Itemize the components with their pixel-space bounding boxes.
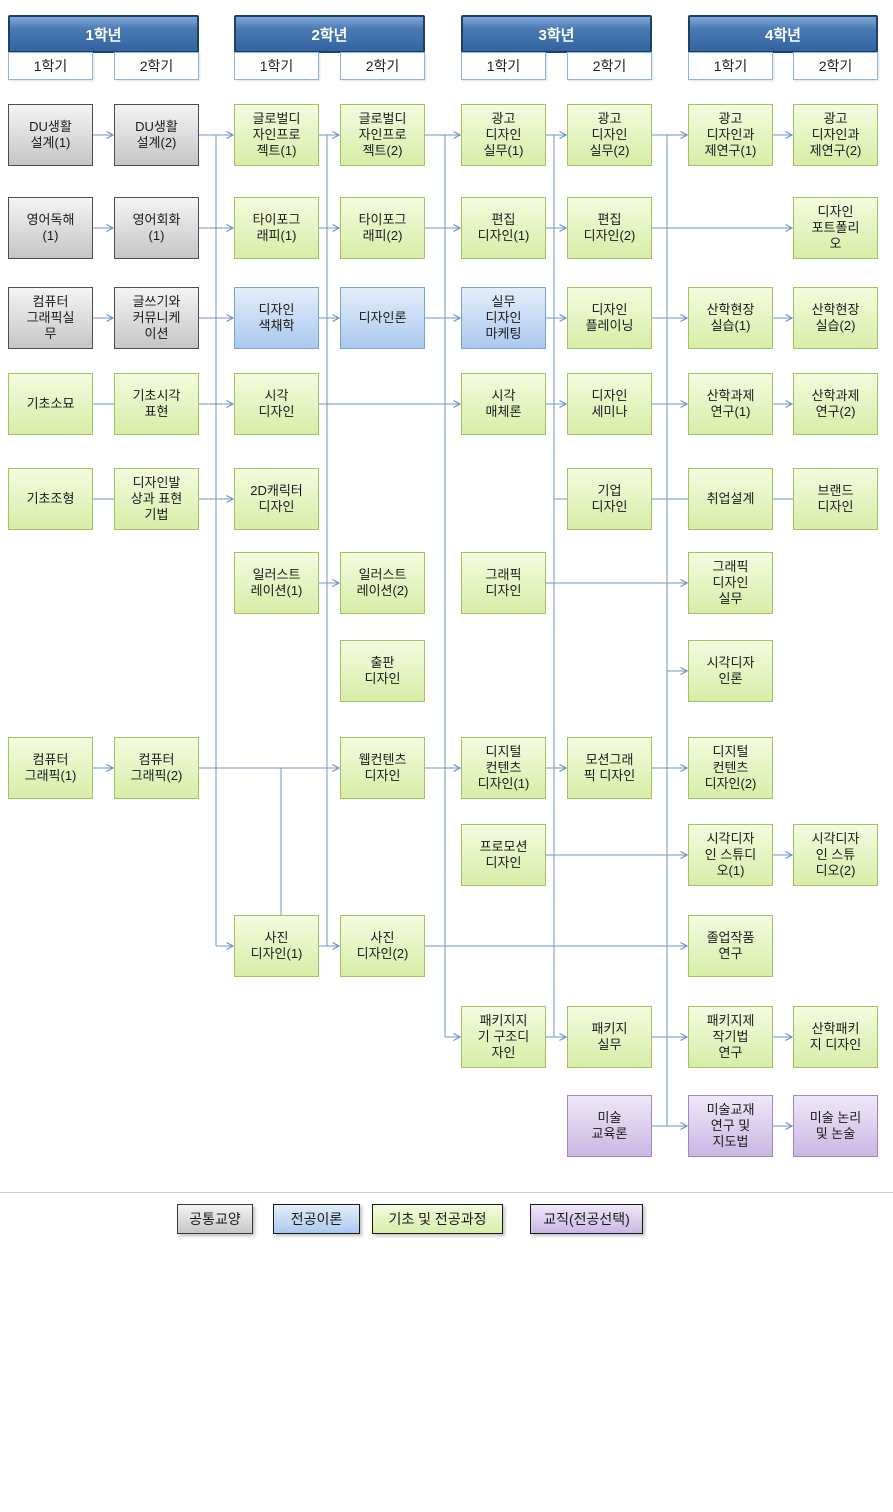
course-box: 편집 디자인(1) bbox=[461, 197, 546, 259]
course-box: 영어독해 (1) bbox=[8, 197, 93, 259]
year-4-semester-1-tab: 1학기 bbox=[688, 52, 773, 80]
course-box: DU생활 설계(2) bbox=[114, 104, 199, 166]
course-box: 산학과제 연구(1) bbox=[688, 373, 773, 435]
course-box: 글로벌디 자인프로 젝트(2) bbox=[340, 104, 425, 166]
course-box: 출판 디자인 bbox=[340, 640, 425, 702]
legend-item-major: 기초 및 전공과정 bbox=[372, 1204, 503, 1234]
course-box: 실무 디자인 마케팅 bbox=[461, 287, 546, 349]
course-box: 기업 디자인 bbox=[567, 468, 652, 530]
course-box: 일러스트 레이션(2) bbox=[340, 552, 425, 614]
course-box: 타이포그 래피(2) bbox=[340, 197, 425, 259]
course-box: 취업설계 bbox=[688, 468, 773, 530]
year-group-4: 4학년 1학기 2학기 bbox=[688, 15, 878, 81]
legend-item-teaching: 교직(전공선택) bbox=[530, 1204, 643, 1234]
year-3-semester-2-tab: 2학기 bbox=[567, 52, 652, 80]
course-box: 디지털 컨텐츠 디자인(1) bbox=[461, 737, 546, 799]
course-box: 사진 디자인(1) bbox=[234, 915, 319, 977]
course-box: 프로모션 디자인 bbox=[461, 824, 546, 886]
year-2-semester-1-tab: 1학기 bbox=[234, 52, 319, 80]
course-box: 디자인 세미나 bbox=[567, 373, 652, 435]
legend-item-general: 공통교양 bbox=[177, 1204, 253, 1234]
legend-item-theory: 전공이론 bbox=[273, 1204, 360, 1234]
year-1-header: 1학년 bbox=[8, 15, 199, 53]
year-3-header: 3학년 bbox=[461, 15, 652, 53]
year-group-1: 1학년 1학기 2학기 bbox=[8, 15, 199, 81]
course-box: 그래픽 디자인 실무 bbox=[688, 552, 773, 614]
course-box: 광고 디자인 실무(2) bbox=[567, 104, 652, 166]
year-2-header: 2학년 bbox=[234, 15, 425, 53]
course-box: 글쓰기와 커뮤니케 이션 bbox=[114, 287, 199, 349]
course-box: 타이포그 래피(1) bbox=[234, 197, 319, 259]
course-box: 미술 논리 및 논술 bbox=[793, 1095, 878, 1157]
course-box: 산학패키 지 디자인 bbox=[793, 1006, 878, 1068]
course-box: 기초조형 bbox=[8, 468, 93, 530]
course-box: 패키지제 작기법 연구 bbox=[688, 1006, 773, 1068]
year-group-3: 3학년 1학기 2학기 bbox=[461, 15, 652, 81]
year-4-semester-2-tab: 2학기 bbox=[793, 52, 878, 80]
year-2-semester-2-tab: 2학기 bbox=[340, 52, 425, 80]
course-box: 패키지지 기 구조디 자인 bbox=[461, 1006, 546, 1068]
course-box: 시각 매체론 bbox=[461, 373, 546, 435]
course-box: 컴퓨터 그래픽(1) bbox=[8, 737, 93, 799]
year-4-header: 4학년 bbox=[688, 15, 878, 53]
course-box: 광고 디자인 실무(1) bbox=[461, 104, 546, 166]
year-1-semester-1-tab: 1학기 bbox=[8, 52, 93, 80]
course-box: 시각디자 인 스튜 디오(2) bbox=[793, 824, 878, 886]
course-box: 기초시각 표현 bbox=[114, 373, 199, 435]
legend-divider bbox=[0, 1192, 893, 1193]
course-box: 디자인발 상과 표현 기법 bbox=[114, 468, 199, 530]
year-3-semester-1-tab: 1학기 bbox=[461, 52, 546, 80]
course-box: 사진 디자인(2) bbox=[340, 915, 425, 977]
course-box: 글로벌디 자인프로 젝트(1) bbox=[234, 104, 319, 166]
course-box: 디자인 색채학 bbox=[234, 287, 319, 349]
course-box: 시각디자 인 스튜디 오(1) bbox=[688, 824, 773, 886]
course-box: 시각디자 인론 bbox=[688, 640, 773, 702]
course-box: 디자인 포트폴리 오 bbox=[793, 197, 878, 259]
course-box: 웹컨텐츠 디자인 bbox=[340, 737, 425, 799]
course-box: 산학과제 연구(2) bbox=[793, 373, 878, 435]
course-box: 브랜드 디자인 bbox=[793, 468, 878, 530]
course-box: 그래픽 디자인 bbox=[461, 552, 546, 614]
course-box: 패키지 실무 bbox=[567, 1006, 652, 1068]
course-box: 디지털 컨텐츠 디자인(2) bbox=[688, 737, 773, 799]
course-box: 디자인 플레이닝 bbox=[567, 287, 652, 349]
course-box: 산학현장 실습(2) bbox=[793, 287, 878, 349]
course-box: 편집 디자인(2) bbox=[567, 197, 652, 259]
course-box: 광고 디자인과 제연구(1) bbox=[688, 104, 773, 166]
course-box: 광고 디자인과 제연구(2) bbox=[793, 104, 878, 166]
year-1-semester-2-tab: 2학기 bbox=[114, 52, 199, 80]
course-box: 산학현장 실습(1) bbox=[688, 287, 773, 349]
course-box: 모션그래 픽 디자인 bbox=[567, 737, 652, 799]
course-box: 미술 교육론 bbox=[567, 1095, 652, 1157]
course-box: 컴퓨터 그래픽(2) bbox=[114, 737, 199, 799]
course-box: 시각 디자인 bbox=[234, 373, 319, 435]
course-box: 컴퓨터 그래픽실 무 bbox=[8, 287, 93, 349]
course-box: 졸업작품 연구 bbox=[688, 915, 773, 977]
year-group-2: 2학년 1학기 2학기 bbox=[234, 15, 425, 81]
course-box: 2D캐릭터 디자인 bbox=[234, 468, 319, 530]
course-box: 미술교재 연구 및 지도법 bbox=[688, 1095, 773, 1157]
course-box: 디자인론 bbox=[340, 287, 425, 349]
course-box: DU생활 설계(1) bbox=[8, 104, 93, 166]
course-box: 기초소묘 bbox=[8, 373, 93, 435]
course-box: 영어회화 (1) bbox=[114, 197, 199, 259]
course-box: 일러스트 레이션(1) bbox=[234, 552, 319, 614]
